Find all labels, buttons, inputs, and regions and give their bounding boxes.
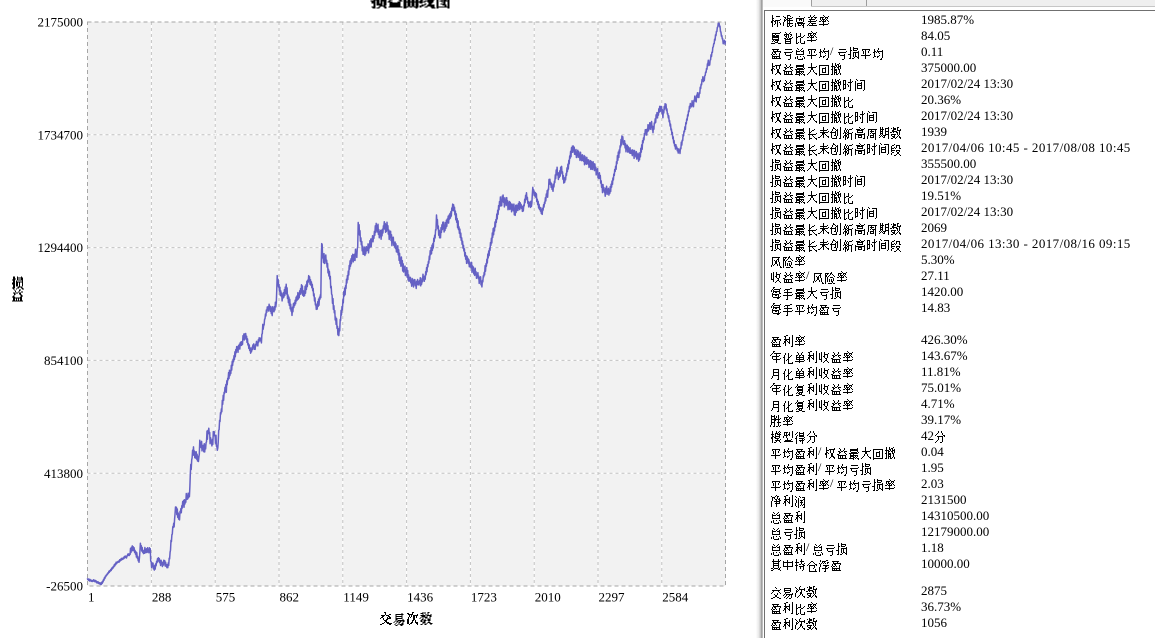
svg-text:1734700: 1734700 [38, 127, 84, 142]
svg-text:19.51%: 19.51% [921, 188, 961, 203]
svg-text:1985.87%: 1985.87% [921, 12, 974, 27]
svg-text:1420.00: 1420.00 [921, 284, 963, 299]
svg-text:2131500: 2131500 [921, 492, 967, 507]
svg-text:39.17%: 39.17% [921, 412, 961, 427]
svg-text:2875: 2875 [921, 583, 947, 598]
svg-text:/: / [830, 44, 834, 58]
svg-text:2017/04/06 10:45 - 2017/08/08: 2017/04/06 10:45 - 2017/08/08 10:45 [921, 140, 1131, 155]
svg-text:/: / [818, 460, 822, 474]
svg-text:288: 288 [152, 590, 172, 605]
svg-text:1149: 1149 [343, 590, 369, 605]
svg-text:1.18: 1.18 [921, 540, 944, 555]
svg-text:2017/04/06 13:30 - 2017/08/16: 2017/04/06 13:30 - 2017/08/16 09:15 [921, 236, 1131, 251]
svg-text:36.73%: 36.73% [921, 599, 961, 614]
svg-text:1939: 1939 [921, 124, 947, 139]
svg-text:2069: 2069 [921, 220, 947, 235]
svg-text:375000.00: 375000.00 [921, 60, 976, 75]
svg-text:426.30%: 426.30% [921, 332, 968, 347]
svg-text:5.30%: 5.30% [921, 252, 955, 267]
svg-text:2.03: 2.03 [921, 476, 944, 491]
svg-text:-26500: -26500 [46, 579, 83, 594]
svg-text:0.04: 0.04 [921, 444, 944, 459]
svg-text:1294400: 1294400 [38, 240, 84, 255]
svg-text:143.67%: 143.67% [921, 348, 968, 363]
svg-text:1723: 1723 [471, 590, 497, 605]
svg-text:2017/02/24 13:30: 2017/02/24 13:30 [921, 76, 1013, 91]
svg-text:2017/02/24 13:30: 2017/02/24 13:30 [921, 204, 1013, 219]
svg-text:/: / [806, 268, 810, 282]
svg-text:1.95: 1.95 [921, 460, 944, 475]
svg-text:12179000.00: 12179000.00 [921, 524, 989, 539]
svg-text:1056: 1056 [921, 615, 948, 630]
svg-text:2010: 2010 [535, 590, 561, 605]
svg-text:11.81%: 11.81% [921, 364, 961, 379]
svg-text:1436: 1436 [407, 590, 434, 605]
svg-text:2175000: 2175000 [38, 15, 84, 30]
svg-text:2017/02/24 13:30: 2017/02/24 13:30 [921, 172, 1013, 187]
svg-text:/: / [830, 476, 834, 490]
svg-text:4.71%: 4.71% [921, 396, 955, 411]
svg-text:75.01%: 75.01% [921, 380, 961, 395]
svg-text:14.83: 14.83 [921, 300, 950, 315]
svg-text:/: / [818, 444, 822, 458]
svg-text:14310500.00: 14310500.00 [921, 508, 989, 523]
svg-text:27.11: 27.11 [921, 268, 950, 283]
svg-text:20.36%: 20.36% [921, 92, 961, 107]
svg-text:2297: 2297 [599, 590, 626, 605]
svg-text:84.05: 84.05 [921, 28, 950, 43]
svg-text:10000.00: 10000.00 [921, 556, 970, 571]
svg-text:2584: 2584 [662, 590, 689, 605]
svg-text:862: 862 [280, 590, 300, 605]
svg-text:575: 575 [216, 590, 236, 605]
svg-text:1: 1 [88, 590, 95, 605]
svg-text:42: 42 [921, 428, 934, 443]
svg-text:/: / [806, 540, 810, 554]
svg-text:355500.00: 355500.00 [921, 156, 976, 171]
svg-text:413800: 413800 [44, 466, 83, 481]
svg-text:2017/02/24 13:30: 2017/02/24 13:30 [921, 108, 1013, 123]
svg-text:854100: 854100 [44, 353, 83, 368]
svg-text:0.11: 0.11 [921, 44, 943, 59]
